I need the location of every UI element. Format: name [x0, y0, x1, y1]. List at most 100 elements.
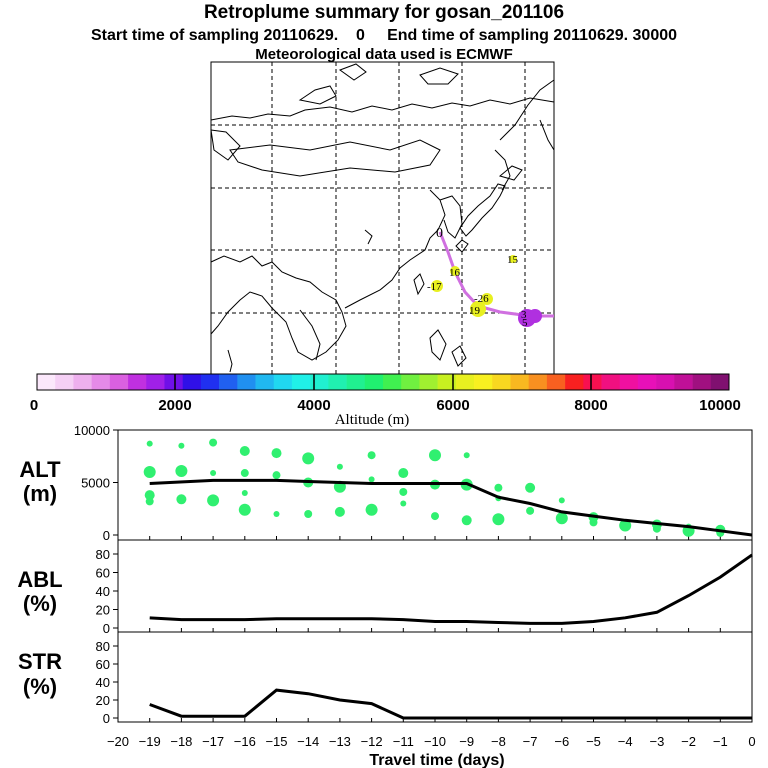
altitude-dot	[146, 440, 153, 447]
altitude-dot	[461, 515, 472, 526]
map-label: 16	[449, 267, 461, 279]
x-axis-label: Travel time (days)	[369, 752, 504, 768]
colorbar-tick-labels: 0 2000 4000 6000 8000 10000	[30, 397, 741, 414]
x-tick-label: −19	[139, 734, 161, 749]
altitude-dot	[558, 497, 565, 504]
altitude-dot	[143, 466, 156, 478]
altitude-dot	[400, 500, 407, 507]
colorbar-swatch	[273, 374, 293, 390]
y-tick-label: 80	[96, 547, 110, 562]
x-tick-label: −13	[329, 734, 351, 749]
altitude-dot	[492, 513, 505, 526]
map-label: 15	[507, 254, 519, 266]
altitude-dot	[207, 494, 220, 507]
altitude-dot	[241, 490, 248, 496]
colorbar-swatch	[528, 374, 548, 390]
map-label: -26	[474, 293, 489, 305]
colorbar-tick: 10000	[699, 397, 741, 414]
x-tick-label: −11	[393, 734, 414, 749]
series-line-abl	[149, 553, 753, 625]
colorbar-swatch	[474, 374, 493, 390]
map-gridlines	[211, 62, 554, 374]
coastlines	[210, 63, 555, 373]
y-tick-label: 0	[103, 528, 110, 543]
altitude-dot	[176, 494, 187, 505]
altitude-dot	[240, 469, 249, 478]
altitude-dot	[175, 464, 188, 477]
colorbar-swatch	[565, 374, 584, 390]
altitude-dot	[652, 524, 661, 533]
x-tick-label: −3	[649, 734, 664, 749]
colorbar-swatch	[546, 374, 566, 390]
colorbar-swatch	[455, 374, 475, 390]
altitude-dot	[399, 487, 408, 496]
y-tick-label: 10000	[74, 423, 110, 438]
altitude-dot	[144, 490, 155, 501]
altitude-dot	[272, 471, 281, 480]
colorbar-swatch	[674, 374, 693, 390]
altitude-dot	[365, 503, 378, 516]
colorbar-swatch	[291, 374, 311, 390]
meteorological-source: Meteorological data used is ECMWF	[255, 46, 513, 63]
altitude-dot	[494, 483, 503, 492]
colorbar-swatch	[601, 374, 621, 390]
series-line-str	[149, 688, 752, 720]
colorbar-swatch	[492, 374, 511, 390]
sampling-times: Start time of sampling 20110629. 0 End t…	[90, 27, 678, 44]
colorbar-swatch	[710, 374, 730, 390]
x-tick-label: −9	[459, 734, 474, 749]
chart-title: Retroplume summary for gosan_201106	[203, 2, 565, 23]
y-tick-label: 80	[96, 639, 110, 654]
colorbar-swatch	[510, 374, 529, 390]
colorbar-swatch	[419, 374, 438, 390]
plume-altitude-dot	[509, 255, 517, 263]
colorbar-label: Altitude (m)	[335, 412, 410, 428]
x-tick-label: −18	[170, 734, 192, 749]
map-label: 0	[436, 226, 443, 241]
colorbar-swatch	[619, 374, 639, 390]
panel-frame	[117, 631, 753, 723]
y-tick-label: 60	[96, 657, 110, 672]
altitude-dot	[398, 468, 409, 479]
x-tick-label: −10	[424, 734, 446, 749]
time-series-panels: 1000050000ALT(m)806040200ABL(%)806040200…	[17, 423, 755, 749]
altitude-dot	[273, 511, 280, 517]
colorbar-tick: 6000	[436, 397, 469, 414]
colorbar-swatch	[200, 374, 220, 390]
colorbar-tick: 0	[30, 397, 38, 414]
altitude-dot	[367, 451, 376, 460]
x-tick-label: −20	[107, 734, 129, 749]
colorbar-swatch	[583, 374, 602, 390]
panel-label: ABL	[17, 567, 62, 592]
y-tick-label: 0	[103, 711, 110, 726]
plume-endpoint-2	[528, 309, 542, 323]
altitude-dot	[525, 482, 536, 493]
y-tick-label: 20	[96, 603, 110, 618]
y-tick-label: 60	[96, 566, 110, 581]
altitude-dot	[178, 442, 185, 449]
colorbar-tick: 8000	[574, 397, 607, 414]
x-tick-label: −1	[713, 734, 728, 749]
colorbar-tick: 2000	[158, 397, 191, 414]
colorbar-swatch	[73, 374, 92, 390]
x-tick-label: −4	[618, 734, 633, 749]
panel-label: ALT	[19, 457, 61, 482]
x-tick-label: −6	[554, 734, 569, 749]
colorbar-swatch	[109, 374, 129, 390]
map-label: 19	[469, 305, 481, 317]
altitude-dot	[238, 503, 251, 516]
altitude-dot	[368, 476, 375, 483]
altitude-dot	[555, 512, 568, 525]
colorbar-swatch	[55, 374, 74, 390]
panel-unit: (m)	[23, 481, 57, 506]
colorbar-swatch	[128, 374, 147, 390]
x-tick-labels: −20 −19 −18 −17 −16 −15 −14 −13 −12 −11 −10 −9 −8 −7−…	[107, 734, 756, 749]
plume-path	[431, 231, 554, 327]
map-label: -17	[427, 281, 442, 293]
altitude-dot	[431, 512, 439, 521]
colorbar-swatch	[237, 374, 256, 390]
altitude-dot	[619, 519, 632, 532]
plume-altitude-dot	[431, 280, 443, 292]
altitude-dot	[526, 506, 535, 515]
